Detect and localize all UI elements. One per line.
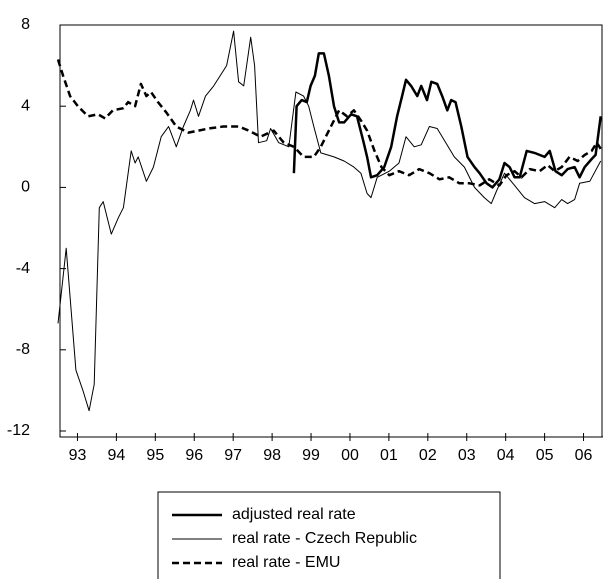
legend (157, 491, 501, 579)
legend-label: real rate - Czech Republic (232, 530, 417, 547)
x-tick-label: 96 (185, 447, 203, 464)
x-tick-label: 02 (419, 447, 437, 464)
x-tick-label: 99 (302, 447, 320, 464)
x-tick-label: 03 (458, 447, 476, 464)
x-tick-label: 97 (224, 447, 242, 464)
x-tick-label: 94 (107, 447, 125, 464)
y-tick-label: -12 (7, 422, 30, 439)
y-tick-label: -8 (16, 341, 30, 358)
y-tick-label: 0 (21, 179, 30, 196)
legend-label: adjusted real rate (232, 506, 356, 523)
line-series (292, 52, 602, 189)
x-tick-label: 06 (575, 447, 593, 464)
y-tick-label: -4 (16, 260, 30, 277)
line-series (56, 59, 602, 187)
x-tick-label: 04 (497, 447, 515, 464)
x-tick-label: 93 (69, 447, 87, 464)
x-tick-label: 98 (263, 447, 281, 464)
x-tick-label: 05 (536, 447, 554, 464)
legend-label: real rate - EMU (232, 554, 340, 571)
x-tick-label: 01 (380, 447, 398, 464)
x-tick-label: 00 (341, 447, 359, 464)
x-tick-label: 95 (146, 447, 164, 464)
line-series (57, 30, 602, 412)
y-tick-label: 4 (21, 97, 30, 114)
y-tick-label: 8 (21, 16, 30, 33)
